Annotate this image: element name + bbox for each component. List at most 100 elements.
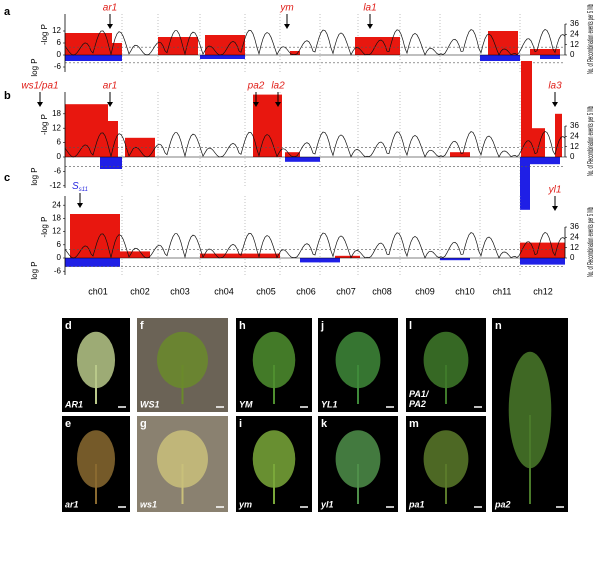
left-tick-label: 12	[52, 227, 61, 236]
left-tick-label: 0	[57, 50, 62, 59]
signal-up	[125, 137, 155, 157]
right-tick-label: 24	[570, 232, 579, 241]
photo-subject	[423, 430, 469, 488]
photo-label: j	[320, 320, 324, 332]
recombination-trace	[64, 28, 566, 56]
photo-caption: yl1	[320, 499, 334, 509]
photo-label: m	[409, 418, 419, 430]
chromosome-label: ch11	[493, 286, 512, 296]
photo-label: e	[65, 418, 71, 430]
left-axis-title: log P	[30, 261, 39, 279]
left-tick-label: 6	[57, 38, 62, 47]
chromosome-label: ch10	[455, 286, 475, 296]
signal-up	[108, 121, 118, 157]
photo-caption: YL1	[321, 399, 338, 409]
photo-caption: ws1	[140, 499, 157, 509]
photo-caption: pa2	[494, 499, 511, 509]
signal-down	[520, 258, 565, 265]
photo-subject	[252, 430, 296, 488]
right-axis-title-line: No. of Recombination events per 5 Mb	[586, 4, 595, 74]
signal-up	[530, 49, 560, 55]
photo-label: g	[140, 418, 147, 430]
signal-up	[335, 255, 360, 258]
gene-arrowhead	[275, 102, 281, 107]
signal-up	[70, 214, 120, 258]
chromosome-label: ch06	[296, 286, 316, 296]
right-axis-title-line: No. of Recombination events per 5 Mb	[586, 106, 595, 176]
photo-caption: AR1	[64, 399, 83, 409]
gene-label: la1	[363, 3, 376, 14]
gene-label: pa2	[247, 81, 265, 92]
signal-up	[240, 253, 280, 258]
signal-up	[488, 31, 518, 55]
gene-label: ym	[279, 3, 293, 14]
recombination-trace	[64, 231, 566, 259]
chromosome-label: ch07	[336, 286, 356, 296]
recombination-trace	[64, 130, 566, 158]
photo-label: d	[65, 320, 72, 332]
left-tick-label: -6	[54, 266, 62, 275]
photo-subject	[76, 331, 116, 389]
signal-up	[532, 128, 545, 157]
signal-up	[520, 242, 565, 258]
gene-label: ar1	[103, 81, 117, 92]
photo-caption: YM	[239, 399, 253, 409]
photo-subject	[423, 331, 469, 389]
gene-arrowhead	[77, 203, 83, 208]
signal-down	[65, 55, 122, 61]
signal-down	[530, 157, 560, 165]
panel-label: a	[4, 6, 11, 18]
signal-up	[158, 37, 198, 55]
gene-label: ar1	[103, 3, 117, 14]
signal-down	[440, 258, 470, 261]
gene-label: la3	[548, 81, 562, 92]
signal-down	[65, 258, 120, 267]
photo-label: h	[239, 320, 246, 332]
photo-subject	[157, 331, 208, 389]
right-tick-label: 36	[570, 19, 579, 28]
chromosome-label: ch12	[533, 286, 553, 296]
signal-down	[540, 55, 560, 59]
signal-up	[205, 35, 245, 55]
photo-label: k	[321, 418, 328, 430]
panel-label: c	[4, 172, 10, 184]
left-axis-title: -log P	[40, 24, 49, 45]
right-tick-label: 0	[570, 50, 575, 59]
gene-label: yl1	[548, 185, 562, 196]
right-axis-title: No. of Recombination events per 5 Mb	[586, 4, 595, 74]
gene-arrowhead	[253, 102, 259, 107]
left-tick-label: 12	[52, 26, 61, 35]
left-tick-label: -12	[49, 181, 61, 190]
gene-arrowhead	[552, 102, 558, 107]
chromosome-label: ch02	[130, 286, 150, 296]
signal-up	[290, 51, 300, 55]
right-axis-title: No. of Recombination events per 5 Mb	[586, 207, 595, 277]
signal-down	[300, 258, 340, 263]
gene-base: S	[72, 181, 79, 192]
signal-down	[285, 157, 320, 162]
left-tick-label: 6	[57, 138, 62, 147]
right-axis-title-line: No. of Recombination events per 5 Mb	[586, 207, 595, 277]
photo-caption: ar1	[65, 499, 79, 509]
left-axis-title: -log P	[40, 217, 49, 238]
photo-subject	[335, 331, 381, 389]
left-tick-label: 0	[57, 152, 62, 161]
left-tick-label: 0	[57, 253, 62, 262]
signal-down	[100, 157, 122, 169]
photo-caption-line: PA1/	[409, 389, 430, 399]
photo-caption: PA1/PA2	[409, 389, 430, 409]
left-tick-label: 12	[52, 123, 61, 132]
photo-subject	[508, 351, 552, 469]
chromosome-label: ch01	[88, 286, 108, 296]
photo-subject	[335, 430, 381, 488]
signal-up	[285, 152, 300, 157]
signal-down	[520, 157, 530, 210]
photo-caption-line: PA2	[409, 399, 426, 409]
gene-arrowhead	[107, 102, 113, 107]
signal-down	[200, 55, 245, 59]
photo-label: i	[239, 418, 242, 430]
left-axis-title: log P	[30, 167, 39, 185]
chromosome-label: ch09	[415, 286, 435, 296]
left-tick-label: 18	[52, 109, 61, 118]
left-tick-label: -6	[54, 167, 62, 176]
